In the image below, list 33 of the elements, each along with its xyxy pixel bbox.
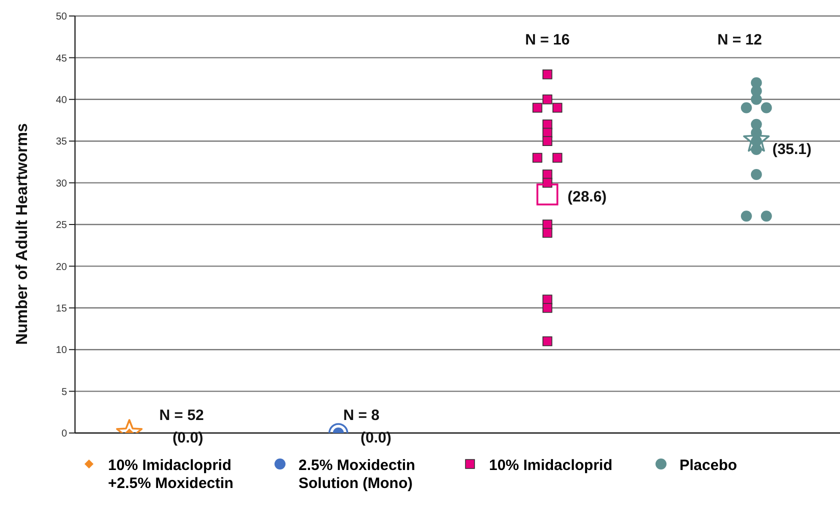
point [542, 303, 552, 313]
y-tick-label: 50 [56, 12, 68, 23]
y-tick-label: 0 [61, 428, 68, 440]
legend-label: 10% Imidacloprid +2.5% Moxidectin [108, 457, 234, 493]
y-tick-label: 40 [56, 94, 68, 106]
y-tick-label: 20 [56, 262, 68, 273]
point [536, 184, 558, 206]
annotation: N = 52 [159, 406, 204, 424]
legend-label: 2.5% Moxidectin Solution (Mono) [298, 457, 416, 493]
y-tick-label: 25 [56, 220, 68, 232]
legend-label: Placebo [680, 457, 738, 475]
point [542, 94, 552, 104]
annotation: N = 12 [717, 32, 762, 49]
point [750, 94, 762, 105]
annotation: (35.1) [772, 140, 812, 158]
y-axis-title: Number of Adult Heartworms [14, 123, 32, 345]
point [542, 69, 552, 80]
y-tick-label: 45 [56, 53, 68, 64]
y-tick-label: 15 [56, 303, 68, 314]
annotation: (0.0) [172, 429, 204, 446]
y-tick-label: 35 [56, 136, 68, 148]
y-tick-label: 10 [56, 345, 68, 356]
point [542, 228, 552, 238]
legend-label: 10% Imidacloprid [489, 457, 614, 475]
annotation: N = 16 [525, 32, 570, 49]
point [750, 168, 762, 180]
annotation: (0.0) [360, 429, 392, 446]
y-tick-label: 30 [56, 178, 68, 190]
annotation: (28.6) [567, 188, 607, 206]
y-tick-label: 5 [61, 386, 68, 398]
annotation: N = 8 [343, 406, 380, 424]
point [542, 136, 552, 146]
point [542, 336, 552, 346]
